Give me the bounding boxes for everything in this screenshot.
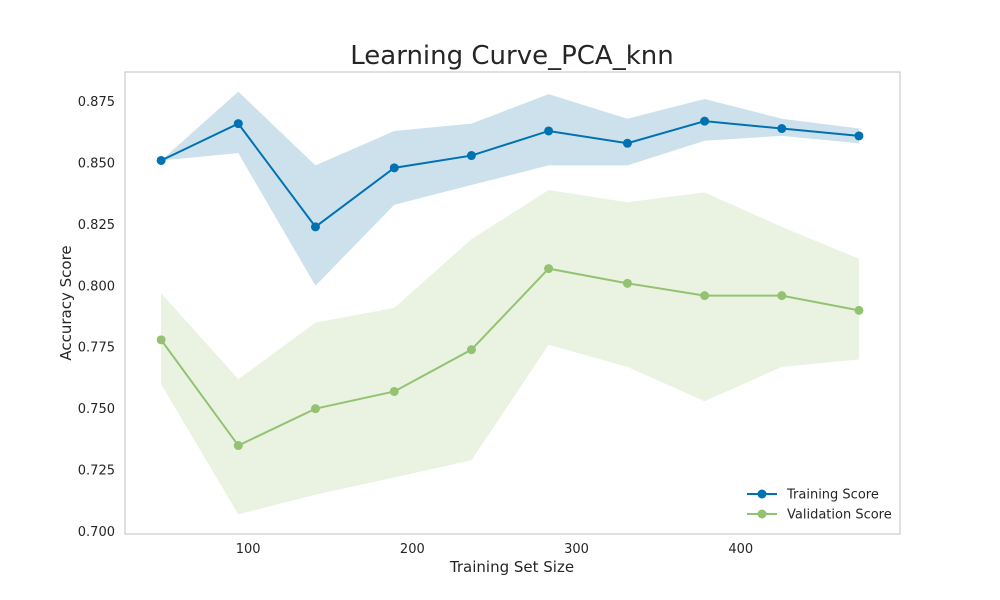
y-tick-label: 0.725	[78, 464, 115, 479]
x-tick-label: 100	[236, 542, 261, 557]
x-axis-ticks: 100 200 300 400	[236, 542, 753, 557]
y-tick-label: 0.750	[78, 402, 115, 417]
validation-score-point	[622, 278, 632, 288]
y-tick-label: 0.775	[78, 341, 115, 356]
training-score-band	[161, 91, 859, 286]
training-score-point	[310, 222, 320, 232]
validation-score-point	[544, 264, 554, 274]
validation-score-band	[161, 189, 859, 515]
validation-score-point	[389, 386, 399, 396]
y-axis-label: Accuracy Score	[57, 245, 75, 360]
y-tick-label: 0.800	[78, 279, 115, 294]
training-score-point	[156, 155, 166, 165]
validation-score-point	[854, 305, 864, 315]
training-score-point	[854, 131, 864, 141]
training-legend-label: Training Score	[786, 488, 879, 503]
y-tick-label: 0.825	[78, 218, 115, 233]
plot-frame	[124, 71, 901, 535]
validation-score-point	[156, 335, 166, 345]
training-score-point	[389, 163, 399, 173]
y-tick-label: 0.700	[78, 525, 115, 540]
training-score-point	[233, 119, 243, 129]
validation-score-point	[233, 441, 243, 451]
x-tick-label: 400	[728, 542, 753, 557]
y-tick-label: 0.875	[78, 95, 115, 110]
validation-score-point	[310, 404, 320, 414]
series-points	[156, 116, 864, 451]
training-score-point	[777, 124, 787, 134]
x-tick-label: 200	[400, 542, 425, 557]
x-axis-label: Training Set Size	[449, 558, 574, 576]
training-legend-marker	[757, 489, 767, 499]
x-tick-label: 300	[564, 542, 589, 557]
training-score-point	[466, 151, 476, 161]
training-score-point	[544, 126, 554, 136]
validation-score-line	[160, 267, 860, 447]
validation-legend-marker	[757, 509, 767, 519]
training-score-line	[160, 120, 860, 229]
validation-legend-label: Validation Score	[787, 508, 892, 523]
y-axis-ticks: 0.700 0.725 0.750 0.775 0.800 0.825 0.850 0.875	[78, 95, 115, 540]
legend: Training Score Validation Score	[747, 488, 892, 523]
validation-score-point	[700, 291, 710, 301]
training-score-point	[622, 138, 632, 148]
series-lines	[160, 120, 860, 447]
validation-score-point	[466, 345, 476, 355]
training-score-point	[700, 116, 710, 126]
chart-title: Learning Curve_PCA_knn	[350, 41, 673, 71]
y-tick-label: 0.850	[78, 156, 115, 171]
validation-score-point	[777, 291, 787, 301]
confidence-bands	[161, 91, 859, 515]
